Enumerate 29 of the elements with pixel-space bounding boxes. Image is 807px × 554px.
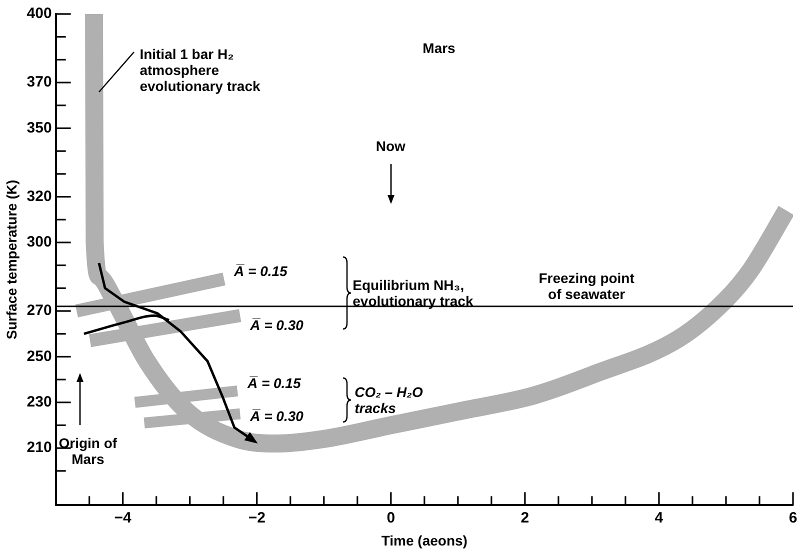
y-tick-label: 270 [26, 302, 52, 320]
x-tick-label: 0 [386, 509, 396, 526]
y-tick-label: 320 [26, 188, 52, 205]
y-tick-label: 210 [26, 439, 52, 456]
series-label: A̅ = 0.30 [250, 408, 304, 424]
y-tick-label: 350 [26, 119, 52, 136]
annotation: Equilibrium NH₃, evolutionary track [352, 276, 474, 309]
y-tick-label: 230 [26, 394, 52, 411]
y-axis-title: Surface temperature (K) [3, 180, 20, 340]
text: Mars [422, 40, 456, 56]
y-tick-label: 370 [26, 74, 52, 91]
x-tick-label: 2 [520, 509, 530, 526]
ref-line-label: Freezing point of seawater [538, 270, 636, 302]
annotation: Origin of Mars [58, 434, 118, 467]
x-tick-label: −4 [114, 509, 132, 526]
annotation: CO₂ – H₂O tracks [354, 384, 424, 416]
series-label: A̅ = 0.15 [247, 374, 301, 391]
y-tick-label: 250 [26, 348, 52, 365]
annotation: Now [376, 138, 406, 154]
x-tick-label: 4 [654, 509, 664, 526]
y-tick-label: 300 [26, 234, 52, 251]
annotation: Initial 1 bar H₂ atmosphere evolutionary track [140, 46, 262, 94]
series-label: A̅ = 0.15 [234, 263, 288, 280]
x-tick-label: 6 [788, 509, 798, 526]
x-axis-title: Time (aeons) [381, 532, 468, 548]
line-series [82, 314, 170, 336]
x-tick-label: −2 [248, 509, 266, 526]
y-tick-label: 400 [26, 5, 52, 22]
series-label: A̅ = 0.30 [250, 316, 304, 333]
